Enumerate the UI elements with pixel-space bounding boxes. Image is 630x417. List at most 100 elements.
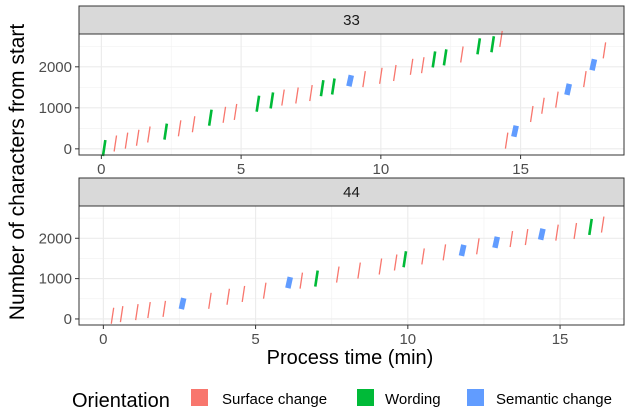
data-mark-surface-change	[162, 300, 167, 317]
data-mark-surface-change	[600, 216, 605, 233]
data-mark-semantic-change	[346, 74, 354, 87]
data-mark-surface-change	[147, 301, 151, 319]
plot-background	[79, 206, 624, 325]
facet-strip-label: 44	[343, 184, 360, 201]
data-mark-semantic-change	[285, 276, 293, 289]
data-mark-semantic-change	[564, 83, 572, 96]
data-mark-wording	[319, 79, 325, 97]
data-mark-surface-change	[504, 132, 509, 149]
y-tick-label: 0	[64, 141, 72, 158]
panel-44: 44 0 5 10 15 0 1000 2000	[39, 177, 625, 348]
data-mark-surface-change	[409, 58, 414, 75]
data-mark-surface-change	[309, 84, 313, 102]
data-mark-surface-change	[124, 132, 129, 149]
data-mark-wording	[330, 78, 336, 95]
data-mark-wording	[255, 95, 261, 112]
data-mark-surface-change	[421, 248, 425, 265]
data-mark-surface-change	[119, 306, 124, 323]
data-mark-wording	[269, 92, 275, 109]
data-mark-surface-change	[583, 71, 587, 88]
y-tick-label: 2000	[39, 230, 72, 247]
x-tick-label: 5	[251, 331, 259, 348]
panel-border	[78, 33, 625, 156]
data-mark-wording	[314, 270, 319, 287]
x-tick-label: 0	[99, 331, 107, 348]
legend-title: Orientation	[72, 390, 170, 412]
data-mark-surface-change	[379, 67, 383, 84]
data-mark-surface-change	[110, 307, 115, 324]
data-mark-surface-change	[529, 105, 534, 123]
y-axis-label: Number of characters from start	[6, 24, 29, 321]
data-mark-surface-change	[460, 46, 464, 63]
data-mark-surface-change	[135, 303, 139, 321]
data-mark-surface-change	[226, 288, 231, 305]
panel-33: 33 0 5 10 15 0 1000 2000	[39, 5, 625, 178]
data-mark-surface-change	[378, 258, 383, 275]
panels-layer: 33 0 5 10 15 0 1000 2000 44 0 5 10 15 0 1000 2000	[39, 5, 625, 348]
data-mark-surface-change	[222, 106, 227, 123]
data-mark-semantic-change	[178, 297, 187, 310]
data-mark-wording	[490, 36, 496, 53]
data-mark-wording	[101, 139, 107, 157]
data-mark-surface-change	[335, 266, 340, 283]
data-mark-surface-change	[602, 42, 607, 59]
legend-label-wording: Wording	[385, 391, 441, 408]
data-mark-surface-change	[362, 71, 366, 88]
data-mark-wording	[431, 51, 437, 68]
legend-label-semantic-change: Semantic change	[496, 391, 612, 408]
data-mark-surface-change	[541, 97, 545, 114]
legend: Orientation Surface change Wording Seman…	[72, 389, 612, 412]
x-tick-label: 10	[373, 161, 390, 178]
data-mark-surface-change	[357, 262, 361, 279]
data-mark-wording	[402, 251, 408, 268]
data-mark-surface-change	[555, 224, 559, 241]
x-tick-label: 10	[399, 331, 416, 348]
y-tick-label: 2000	[39, 59, 72, 76]
data-mark-surface-change	[524, 228, 529, 246]
data-mark-surface-change	[555, 91, 559, 108]
legend-swatch-semantic-change	[467, 389, 484, 406]
data-mark-surface-change	[281, 89, 285, 106]
data-mark-surface-change	[573, 222, 578, 240]
data-mark-semantic-change	[511, 125, 519, 138]
facet-strip	[78, 177, 625, 207]
y-tick-label: 1000	[39, 271, 72, 288]
data-mark-surface-change	[233, 103, 238, 121]
data-mark-surface-change	[295, 87, 299, 104]
panel-border	[78, 205, 625, 326]
data-mark-surface-change	[177, 120, 182, 137]
y-tick-label: 0	[64, 311, 72, 328]
data-mark-wording	[207, 109, 213, 126]
data-mark-surface-change	[262, 282, 267, 299]
x-tick-label: 0	[97, 161, 105, 178]
data-mark-surface-change	[442, 244, 447, 261]
facet-strip-label: 33	[343, 12, 360, 29]
data-mark-surface-change	[135, 129, 140, 146]
data-mark-surface-change	[420, 57, 425, 74]
x-tick-label: 15	[512, 161, 529, 178]
data-mark-surface-change	[509, 230, 514, 248]
data-mark-surface-change	[393, 254, 398, 271]
y-tick-label: 1000	[39, 100, 72, 117]
plot-background	[79, 34, 624, 155]
data-mark-semantic-change	[492, 236, 501, 249]
x-tick-label: 5	[237, 161, 245, 178]
data-mark-wording	[442, 49, 448, 66]
facet-strip	[78, 5, 625, 35]
legend-label-surface-change: Surface change	[222, 391, 327, 408]
data-mark-surface-change	[208, 292, 212, 309]
data-mark-surface-change	[191, 116, 196, 133]
data-mark-surface-change	[299, 272, 304, 289]
x-axis-label: Process time (min)	[267, 347, 434, 369]
data-mark-wording	[163, 123, 169, 140]
data-mark-surface-change	[147, 126, 151, 143]
legend-swatch-wording	[357, 389, 374, 406]
legend-swatch-surface-change	[191, 389, 208, 406]
data-mark-surface-change	[113, 135, 118, 152]
x-tick-label: 15	[552, 331, 569, 348]
data-mark-wording	[588, 218, 593, 236]
data-mark-surface-change	[476, 238, 480, 255]
data-mark-wording	[476, 38, 482, 55]
